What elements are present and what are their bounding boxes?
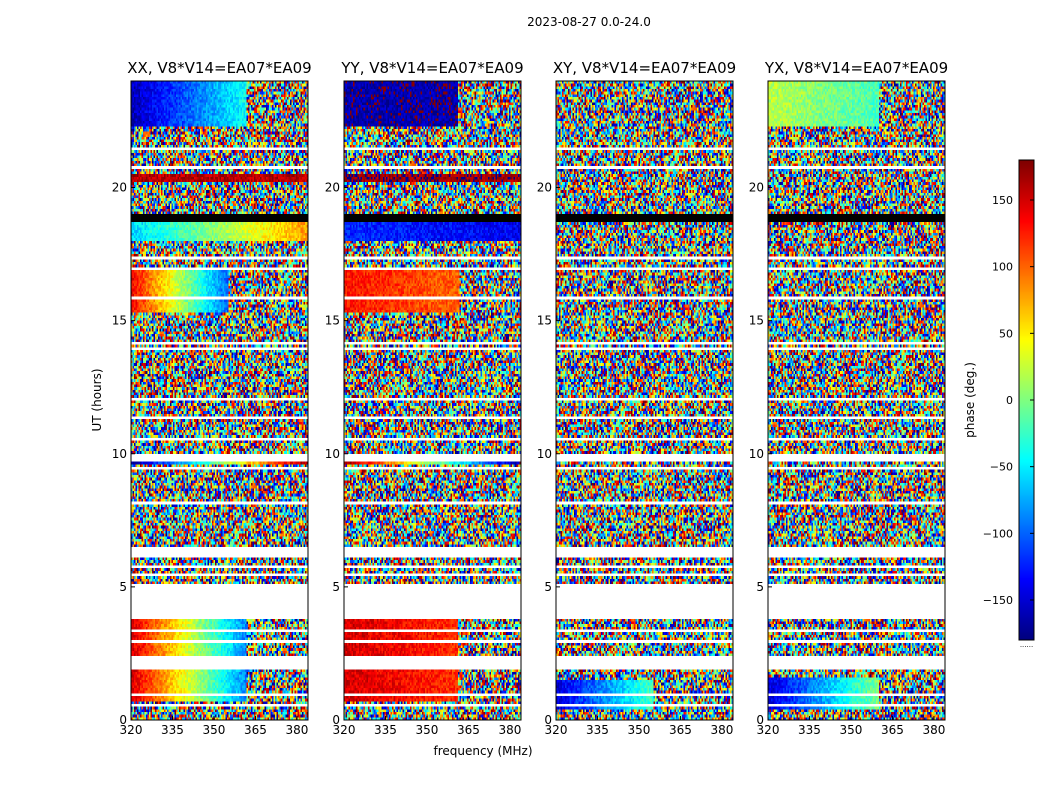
colorbar-tick-label: −50 — [990, 461, 1013, 474]
heatmap-image — [344, 81, 521, 720]
panel-4: YX, V8*V14=EA07*EA09 320 335 350 365 380 0 5 10 1… — [749, 59, 948, 737]
panel-3: XY, V8*V14=EA07*EA09 320 335 350 365 380 0 5 10 1… — [537, 59, 736, 737]
axes-frame — [767, 80, 946, 721]
x-tick-label: 320 — [120, 723, 143, 737]
x-tick-label: 365 — [244, 723, 267, 737]
x-tick-label: 335 — [161, 723, 184, 737]
y-tick-label: 5 — [332, 580, 340, 594]
y-tick-label: 20 — [112, 181, 127, 195]
y-tick-label: 15 — [537, 314, 552, 328]
x-tick-label: 380 — [285, 723, 308, 737]
x-axis-label: frequency (MHz) — [433, 744, 532, 758]
colorbar-gradient — [1019, 160, 1034, 640]
colorbar-tick-label: −100 — [983, 527, 1013, 540]
y-tick-label: 10 — [749, 447, 764, 461]
y-tick-label: 10 — [325, 447, 340, 461]
x-tick-label: 335 — [798, 723, 821, 737]
y-tick-label: 15 — [749, 314, 764, 328]
heatmap-image — [556, 81, 733, 720]
heatmap-image — [131, 81, 308, 720]
x-tick-label: 365 — [669, 723, 692, 737]
figure-suptitle: 2023-08-27 0.0-24.0 — [527, 15, 651, 29]
colorbar-label: phase (deg.) — [963, 362, 977, 438]
y-axis-label: UT (hours) — [90, 368, 104, 431]
x-tick-label: 380 — [922, 723, 945, 737]
y-tick-label: 15 — [325, 314, 340, 328]
x-tick-label: 350 — [416, 723, 439, 737]
y-tick-label: 10 — [112, 447, 127, 461]
x-tick-label: 350 — [840, 723, 863, 737]
panel-2: YY, V8*V14=EA07*EA09 320 335 350 365 380 0 5 10 1… — [325, 59, 524, 737]
colorbar-tick-label: 100 — [992, 261, 1013, 274]
panel-1: XX, V8*V14=EA07*EA09 320 335 350 365 380 0 5 10 1… — [112, 59, 312, 737]
colorbar-tick-label: 0 — [1006, 394, 1013, 407]
x-tick-label: 320 — [757, 723, 780, 737]
y-tick-label: 10 — [537, 447, 552, 461]
x-tick-label: 365 — [457, 723, 480, 737]
panel-title: XX, V8*V14=EA07*EA09 — [127, 59, 311, 77]
x-tick-label: 335 — [586, 723, 609, 737]
x-tick-label: 320 — [333, 723, 356, 737]
y-tick-label: 0 — [544, 713, 552, 727]
x-tick-label: 335 — [374, 723, 397, 737]
y-tick-label: 5 — [756, 580, 764, 594]
colorbar-tick-label: −150 — [983, 594, 1013, 607]
heatmap-image — [768, 81, 945, 720]
y-tick-label: 0 — [119, 713, 127, 727]
x-tick-label: 365 — [881, 723, 904, 737]
y-tick-label: 20 — [749, 181, 764, 195]
panel-title: YY, V8*V14=EA07*EA09 — [340, 59, 523, 77]
x-tick-label: 320 — [545, 723, 568, 737]
colorbar-tick-label: 50 — [999, 327, 1013, 340]
x-tick-label: 380 — [498, 723, 521, 737]
x-tick-label: 350 — [628, 723, 651, 737]
colorbar-tick-label: 150 — [992, 194, 1013, 207]
x-tick-label: 380 — [710, 723, 733, 737]
colorbar: −150 −100 −50 0 50 100 150 phase (deg.)...... — [963, 159, 1035, 649]
x-tick-label: 350 — [203, 723, 226, 737]
y-tick-label: 15 — [112, 314, 127, 328]
colorbar-under-mark: ...... — [1020, 641, 1033, 649]
panel-title: XY, V8*V14=EA07*EA09 — [553, 59, 736, 77]
axes-frame — [343, 80, 522, 721]
y-tick-label: 20 — [537, 181, 552, 195]
axes-frame — [555, 80, 734, 721]
y-tick-label: 5 — [544, 580, 552, 594]
y-tick-label: 5 — [119, 580, 127, 594]
axes-frame — [130, 80, 309, 721]
y-tick-label: 0 — [332, 713, 340, 727]
y-tick-label: 0 — [756, 713, 764, 727]
panel-title: YX, V8*V14=EA07*EA09 — [764, 59, 948, 77]
panels-group: XX, V8*V14=EA07*EA09 320 335 350 365 380 0 5 10 1… — [112, 59, 948, 737]
y-tick-label: 20 — [325, 181, 340, 195]
